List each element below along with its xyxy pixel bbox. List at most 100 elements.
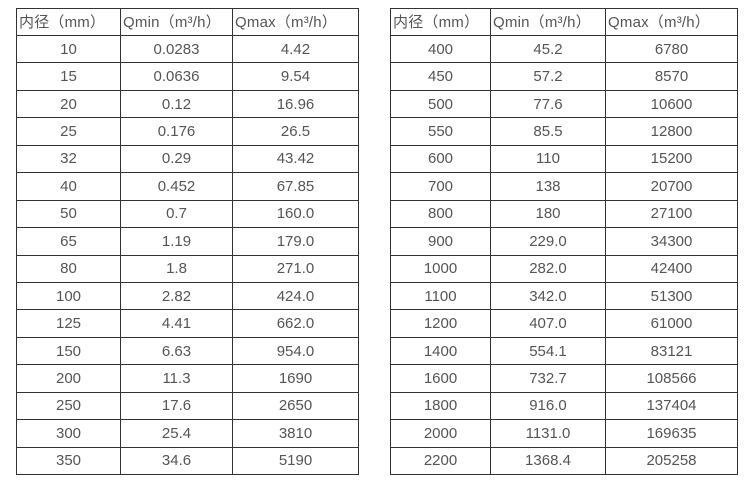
cell-diameter: 500 xyxy=(390,89,491,119)
cell-qmin: 732.7 xyxy=(490,364,606,393)
cell-diameter: 1100 xyxy=(390,281,491,311)
table-row: 900 229.0 34300 xyxy=(390,227,738,256)
cell-qmin: 554.1 xyxy=(490,336,606,366)
table-row: 500 77.6 10600 xyxy=(390,89,738,119)
cell-diameter: 300 xyxy=(16,419,121,448)
cell-qmin: 85.5 xyxy=(490,117,606,146)
table-row: 15 0.0636 9.54 xyxy=(16,62,359,91)
table-row: 600 110 15200 xyxy=(390,144,738,174)
cell-diameter: 1600 xyxy=(390,364,491,393)
column-header-diameter: 内径（mm） xyxy=(16,8,121,36)
table-row: 150 6.63 954.0 xyxy=(16,336,359,366)
cell-diameter: 450 xyxy=(390,62,491,91)
table-row: 65 1.19 179.0 xyxy=(16,227,359,256)
cell-diameter: 65 xyxy=(16,227,121,256)
cell-qmax: 16.96 xyxy=(232,89,359,119)
table-row: 250 17.6 2650 xyxy=(16,391,359,421)
cell-qmax: 26.5 xyxy=(232,117,359,146)
table-row: 300 25.4 3810 xyxy=(16,419,359,448)
cell-qmax: 179.0 xyxy=(232,227,359,256)
table-row: 1100 342.0 51300 xyxy=(390,281,738,311)
cell-qmin: 4.41 xyxy=(120,309,233,338)
cell-diameter: 32 xyxy=(16,144,121,174)
cell-qmax: 5190 xyxy=(232,446,359,476)
cell-qmin: 0.0636 xyxy=(120,62,233,91)
cell-diameter: 800 xyxy=(390,199,491,229)
cell-diameter: 25 xyxy=(16,117,121,146)
table-row: 700 138 20700 xyxy=(390,172,738,201)
cell-diameter: 700 xyxy=(390,172,491,201)
cell-qmax: 271.0 xyxy=(232,254,359,283)
cell-qmax: 51300 xyxy=(605,281,738,311)
column-header-qmax: Qmax（m³/h） xyxy=(605,8,738,36)
cell-qmin: 11.3 xyxy=(120,364,233,393)
column-header-qmax: Qmax（m³/h） xyxy=(232,8,359,36)
cell-qmax: 10600 xyxy=(605,89,738,119)
cell-diameter: 350 xyxy=(16,446,121,476)
cell-qmin: 282.0 xyxy=(490,254,606,283)
cell-qmin: 1.8 xyxy=(120,254,233,283)
cell-diameter: 100 xyxy=(16,281,121,311)
cell-qmax: 43.42 xyxy=(232,144,359,174)
cell-qmin: 57.2 xyxy=(490,62,606,91)
column-header-qmin: Qmin（m³/h） xyxy=(120,8,233,36)
cell-qmin: 17.6 xyxy=(120,391,233,421)
cell-diameter: 1200 xyxy=(390,309,491,338)
cell-qmin: 1.19 xyxy=(120,227,233,256)
table-row: 400 45.2 6780 xyxy=(390,34,738,64)
column-header-qmin: Qmin（m³/h） xyxy=(490,8,606,36)
cell-qmax: 34300 xyxy=(605,227,738,256)
cell-diameter: 250 xyxy=(16,391,121,421)
cell-qmin: 1131.0 xyxy=(490,419,606,448)
cell-diameter: 2200 xyxy=(390,446,491,476)
cell-qmax: 1690 xyxy=(232,364,359,393)
cell-qmax: 8570 xyxy=(605,62,738,91)
table-row: 450 57.2 8570 xyxy=(390,62,738,91)
table-row: 50 0.7 160.0 xyxy=(16,199,359,229)
cell-qmax: 4.42 xyxy=(232,34,359,64)
cell-qmin: 0.0283 xyxy=(120,34,233,64)
cell-qmin: 342.0 xyxy=(490,281,606,311)
cell-qmax: 954.0 xyxy=(232,336,359,366)
cell-qmax: 169635 xyxy=(605,419,738,448)
cell-diameter: 2000 xyxy=(390,419,491,448)
cell-qmax: 160.0 xyxy=(232,199,359,229)
cell-qmin: 0.7 xyxy=(120,199,233,229)
cell-qmax: 27100 xyxy=(605,199,738,229)
cell-qmin: 1368.4 xyxy=(490,446,606,476)
cell-diameter: 1800 xyxy=(390,391,491,421)
cell-qmax: 12800 xyxy=(605,117,738,146)
table-row: 32 0.29 43.42 xyxy=(16,144,359,174)
table-header: 内径（mm） Qmin（m³/h） Qmax（m³/h） xyxy=(390,8,738,36)
cell-qmax: 6780 xyxy=(605,34,738,64)
cell-diameter: 1000 xyxy=(390,254,491,283)
table-row: 10 0.0283 4.42 xyxy=(16,34,359,64)
cell-qmin: 229.0 xyxy=(490,227,606,256)
table-row: 800 180 27100 xyxy=(390,199,738,229)
cell-diameter: 200 xyxy=(16,364,121,393)
cell-diameter: 150 xyxy=(16,336,121,366)
cell-qmin: 6.63 xyxy=(120,336,233,366)
cell-qmin: 2.82 xyxy=(120,281,233,311)
cell-qmin: 0.452 xyxy=(120,172,233,201)
cell-qmax: 42400 xyxy=(605,254,738,283)
cell-diameter: 20 xyxy=(16,89,121,119)
cell-qmin: 45.2 xyxy=(490,34,606,64)
cell-qmin: 77.6 xyxy=(490,89,606,119)
cell-qmin: 0.12 xyxy=(120,89,233,119)
table-row: 100 2.82 424.0 xyxy=(16,281,359,311)
cell-diameter: 900 xyxy=(390,227,491,256)
cell-qmin: 916.0 xyxy=(490,391,606,421)
cell-diameter: 10 xyxy=(16,34,121,64)
cell-diameter: 50 xyxy=(16,199,121,229)
cell-qmax: 137404 xyxy=(605,391,738,421)
cell-qmin: 110 xyxy=(490,144,606,174)
cell-qmax: 108566 xyxy=(605,364,738,393)
table-row: 350 34.6 5190 xyxy=(16,446,359,476)
cell-qmin: 138 xyxy=(490,172,606,201)
table-row: 25 0.176 26.5 xyxy=(16,117,359,146)
cell-qmax: 83121 xyxy=(605,336,738,366)
cell-qmax: 61000 xyxy=(605,309,738,338)
cell-qmax: 3810 xyxy=(232,419,359,448)
cell-qmin: 0.29 xyxy=(120,144,233,174)
